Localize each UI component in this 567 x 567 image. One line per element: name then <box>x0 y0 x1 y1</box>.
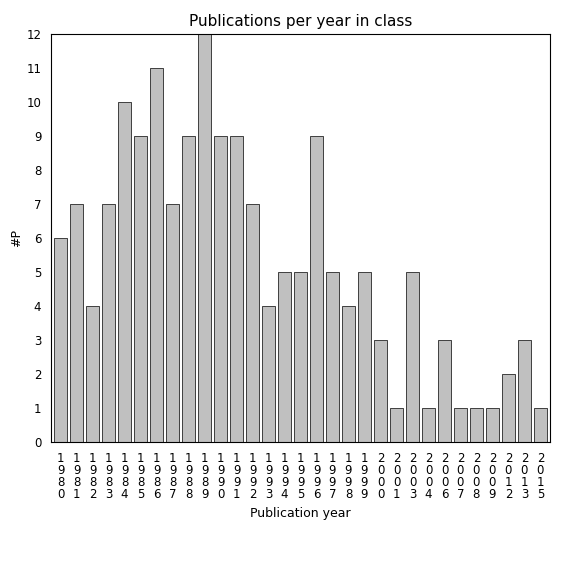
Bar <box>390 408 403 442</box>
Bar <box>230 136 243 442</box>
Bar <box>262 306 276 442</box>
Bar <box>374 340 387 442</box>
Y-axis label: #P: #P <box>11 229 23 247</box>
Bar <box>166 204 179 442</box>
Bar <box>294 272 307 442</box>
Bar <box>198 34 211 442</box>
Bar <box>70 204 83 442</box>
Bar <box>278 272 291 442</box>
Bar <box>182 136 196 442</box>
Bar <box>358 272 371 442</box>
Bar <box>102 204 116 442</box>
Bar <box>518 340 531 442</box>
Bar <box>310 136 323 442</box>
Bar <box>342 306 356 442</box>
X-axis label: Publication year: Publication year <box>250 506 351 519</box>
Bar <box>54 238 67 442</box>
Bar <box>150 68 163 442</box>
Bar <box>454 408 467 442</box>
Bar <box>438 340 451 442</box>
Title: Publications per year in class: Publications per year in class <box>189 14 412 29</box>
Bar <box>86 306 99 442</box>
Bar <box>534 408 547 442</box>
Bar <box>325 272 339 442</box>
Bar <box>502 374 515 442</box>
Bar <box>246 204 259 442</box>
Bar <box>485 408 499 442</box>
Bar <box>118 102 132 442</box>
Bar <box>422 408 435 442</box>
Bar <box>214 136 227 442</box>
Bar <box>405 272 419 442</box>
Bar <box>134 136 147 442</box>
Bar <box>469 408 483 442</box>
